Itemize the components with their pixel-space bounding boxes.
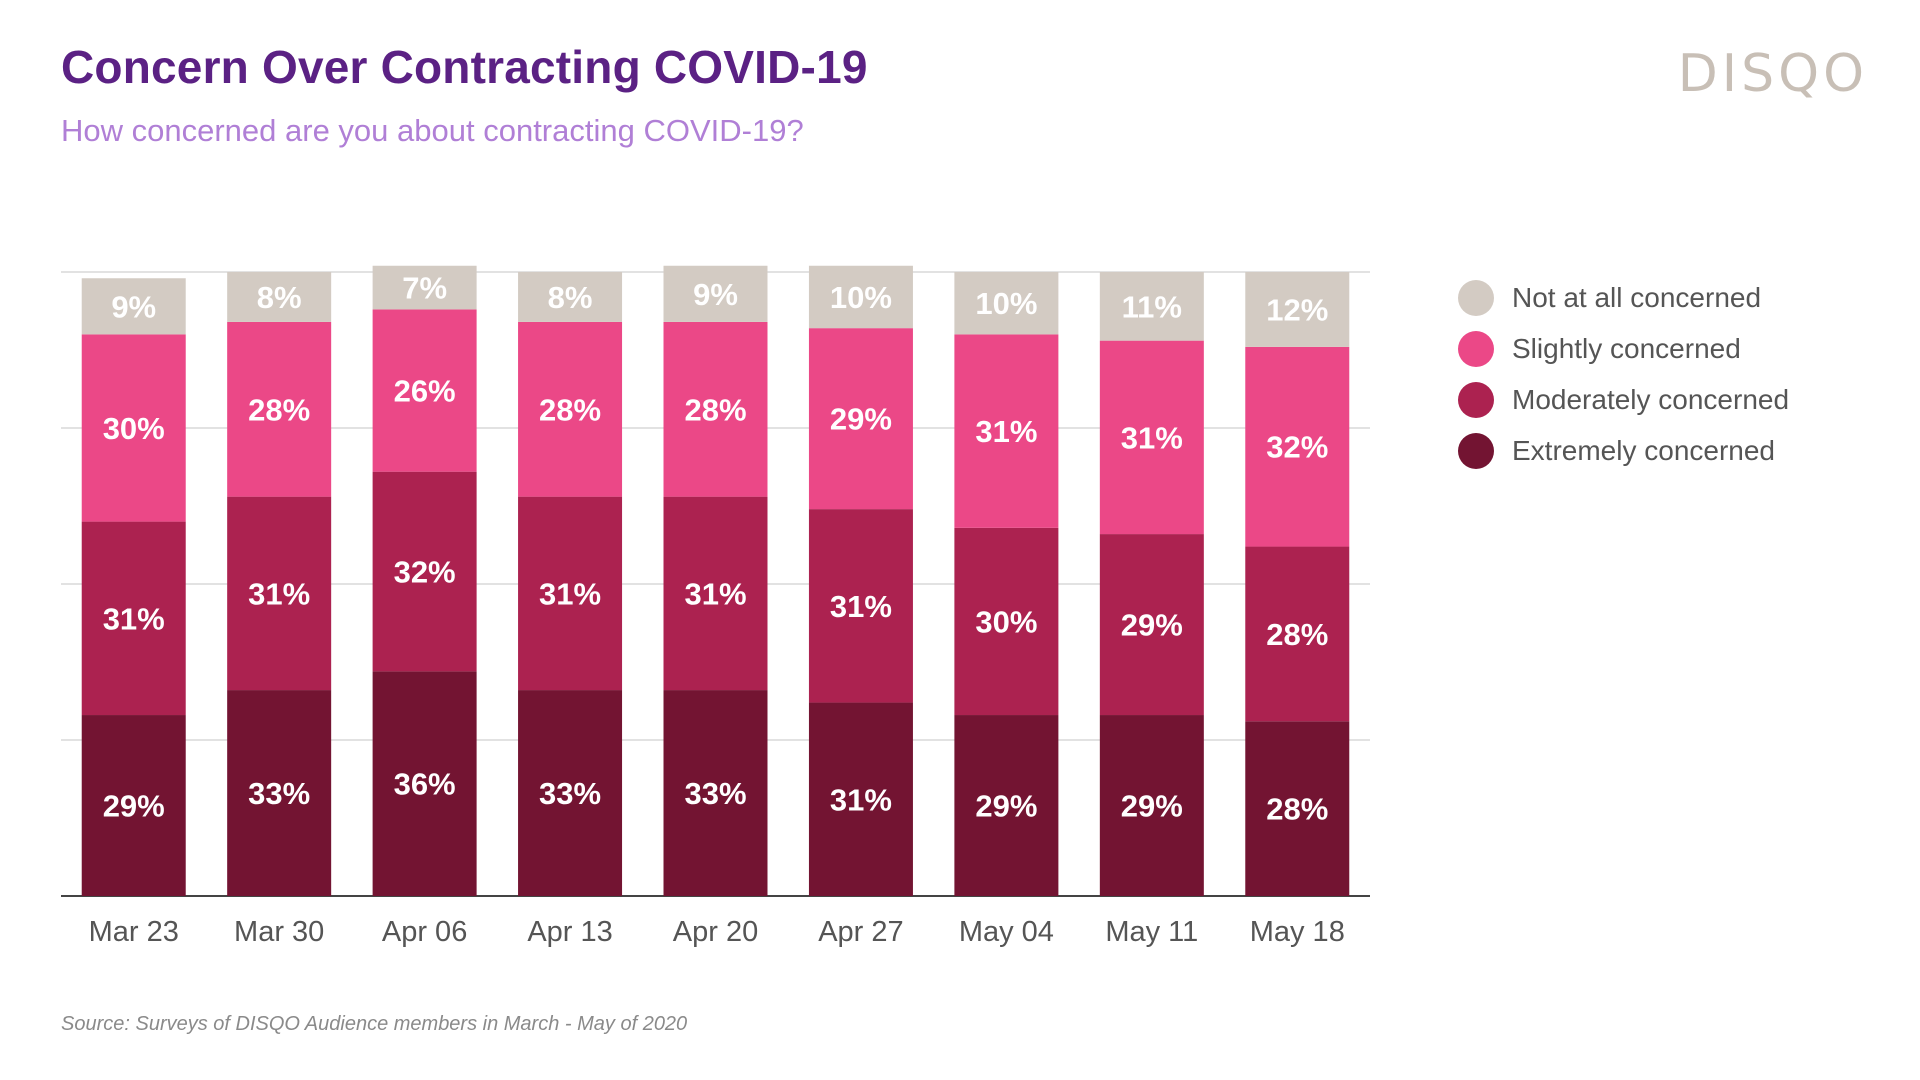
data-label-extremely-concerned: 29% bbox=[1121, 789, 1183, 824]
data-label-slightly-concerned: 28% bbox=[248, 392, 310, 427]
bar-segment-slightly-concerned bbox=[81, 334, 186, 522]
data-label-moderately-concerned: 31% bbox=[103, 601, 165, 636]
data-label-slightly-concerned: 28% bbox=[539, 392, 601, 427]
data-label-not-at-all-concerned: 9% bbox=[111, 289, 156, 324]
data-label-not-at-all-concerned: 12% bbox=[1266, 292, 1328, 327]
bar-segment-moderately-concerned bbox=[518, 496, 623, 691]
data-label-moderately-concerned: 28% bbox=[1266, 617, 1328, 652]
data-label-moderately-concerned: 30% bbox=[975, 604, 1037, 639]
legend-item: Extremely concerned bbox=[1458, 425, 1789, 476]
bar-segment-moderately-concerned bbox=[808, 509, 913, 703]
legend-swatch bbox=[1458, 279, 1494, 316]
data-label-slightly-concerned: 28% bbox=[684, 392, 746, 427]
bar-segment-slightly-concerned bbox=[372, 309, 477, 472]
bar-segment-extremely-concerned bbox=[808, 702, 913, 896]
x-tick-label: Mar 23 bbox=[89, 916, 179, 948]
bar-segment-slightly-concerned bbox=[954, 334, 1059, 528]
bar-segment-slightly-concerned bbox=[227, 321, 332, 497]
data-label-slightly-concerned: 30% bbox=[103, 411, 165, 446]
data-label-extremely-concerned: 29% bbox=[103, 789, 165, 824]
bar-segment-slightly-concerned bbox=[663, 321, 768, 497]
legend-item: Slightly concerned bbox=[1458, 323, 1789, 374]
bar-segment-extremely-concerned bbox=[227, 690, 332, 896]
brand-logo: DISQO bbox=[1677, 44, 1868, 104]
data-label-not-at-all-concerned: 7% bbox=[402, 271, 447, 306]
legend-label: Slightly concerned bbox=[1512, 332, 1741, 364]
data-label-moderately-concerned: 32% bbox=[394, 555, 456, 590]
bar-segment-moderately-concerned bbox=[954, 527, 1059, 716]
data-label-not-at-all-concerned: 8% bbox=[548, 280, 593, 315]
bar-segment-moderately-concerned bbox=[372, 471, 477, 672]
x-tick-label: May 11 bbox=[1105, 916, 1198, 948]
data-label-extremely-concerned: 29% bbox=[975, 789, 1037, 824]
chart-subtitle: How concerned are you about contracting … bbox=[61, 113, 804, 148]
bar-segment-slightly-concerned bbox=[1245, 346, 1350, 547]
legend-swatch bbox=[1458, 330, 1494, 367]
bar-segment-not-at-all-concerned bbox=[954, 272, 1059, 335]
bar-segment-moderately-concerned bbox=[1245, 546, 1350, 722]
bar-segment-not-at-all-concerned bbox=[1245, 272, 1350, 347]
bar-segment-not-at-all-concerned bbox=[518, 272, 623, 322]
data-label-slightly-concerned: 29% bbox=[830, 402, 892, 437]
bar-segment-not-at-all-concerned bbox=[808, 265, 913, 329]
data-label-not-at-all-concerned: 11% bbox=[1122, 289, 1182, 324]
x-tick-label: Apr 13 bbox=[527, 916, 612, 948]
data-label-extremely-concerned: 33% bbox=[248, 776, 310, 811]
data-label-moderately-concerned: 31% bbox=[830, 589, 892, 624]
x-tick-label: Apr 06 bbox=[382, 916, 467, 948]
chart-legend: Not at all concerned Slightly concerned Mo… bbox=[1458, 272, 1789, 476]
data-label-moderately-concerned: 31% bbox=[684, 576, 746, 611]
bar-segment-moderately-concerned bbox=[1099, 534, 1204, 716]
bar-segment-not-at-all-concerned bbox=[81, 278, 186, 335]
data-label-extremely-concerned: 36% bbox=[394, 767, 456, 802]
bar-segment-extremely-concerned bbox=[954, 715, 1059, 896]
bar-segment-not-at-all-concerned bbox=[227, 272, 332, 322]
data-label-moderately-concerned: 31% bbox=[248, 576, 310, 611]
x-tick-label: May 04 bbox=[959, 916, 1054, 948]
data-label-not-at-all-concerned: 10% bbox=[975, 286, 1037, 321]
x-tick-label: Apr 20 bbox=[673, 916, 758, 948]
legend-swatch bbox=[1458, 381, 1494, 418]
data-label-extremely-concerned: 31% bbox=[830, 782, 892, 817]
legend-label: Moderately concerned bbox=[1512, 383, 1790, 415]
legend-label: Extremely concerned bbox=[1512, 434, 1776, 466]
legend-swatch bbox=[1458, 432, 1494, 469]
bar-segment-extremely-concerned bbox=[518, 690, 623, 896]
data-label-slightly-concerned: 31% bbox=[1121, 420, 1183, 455]
data-label-extremely-concerned: 33% bbox=[684, 776, 746, 811]
x-tick-label: Apr 27 bbox=[818, 916, 903, 948]
legend-label: Not at all concerned bbox=[1512, 281, 1762, 313]
data-label-moderately-concerned: 31% bbox=[539, 576, 601, 611]
bar-segment-extremely-concerned bbox=[1099, 715, 1204, 896]
bar-segment-moderately-concerned bbox=[81, 521, 186, 716]
bar-segment-extremely-concerned bbox=[372, 671, 477, 896]
bar-segment-not-at-all-concerned bbox=[372, 265, 477, 310]
data-label-extremely-concerned: 28% bbox=[1266, 792, 1328, 827]
data-label-not-at-all-concerned: 9% bbox=[693, 277, 738, 312]
x-tick-label: May 18 bbox=[1250, 916, 1345, 948]
data-label-slightly-concerned: 31% bbox=[975, 414, 1037, 449]
data-label-moderately-concerned: 29% bbox=[1121, 608, 1183, 643]
bar-segment-moderately-concerned bbox=[227, 496, 332, 691]
data-label-slightly-concerned: 32% bbox=[1266, 430, 1328, 465]
source-note: Source: Surveys of DISQO Audience member… bbox=[61, 1013, 688, 1035]
chart-title: Concern Over Contracting COVID-19 bbox=[61, 41, 868, 93]
data-label-slightly-concerned: 26% bbox=[394, 374, 456, 409]
bar-segment-slightly-concerned bbox=[518, 321, 623, 497]
bar-segment-extremely-concerned bbox=[663, 690, 768, 896]
x-tick-label: Mar 30 bbox=[234, 916, 324, 948]
bar-segment-moderately-concerned bbox=[663, 496, 768, 691]
bar-segment-slightly-concerned bbox=[1099, 340, 1204, 535]
legend-item: Moderately concerned bbox=[1458, 374, 1789, 425]
data-label-extremely-concerned: 33% bbox=[539, 776, 601, 811]
data-label-not-at-all-concerned: 8% bbox=[257, 280, 302, 315]
bar-segment-extremely-concerned bbox=[81, 715, 186, 896]
bar-segment-slightly-concerned bbox=[808, 328, 913, 510]
bar-segment-not-at-all-concerned bbox=[663, 265, 768, 322]
bar-segment-not-at-all-concerned bbox=[1099, 272, 1204, 341]
stacked-bar-chart: 29% 31% 30% 9% Mar 23 33% 31% 28% 8% Mar 30 36% 32%… bbox=[61, 265, 1370, 948]
legend-item: Not at all concerned bbox=[1458, 272, 1789, 323]
bar-segment-extremely-concerned bbox=[1245, 721, 1350, 896]
data-label-not-at-all-concerned: 10% bbox=[830, 280, 892, 315]
